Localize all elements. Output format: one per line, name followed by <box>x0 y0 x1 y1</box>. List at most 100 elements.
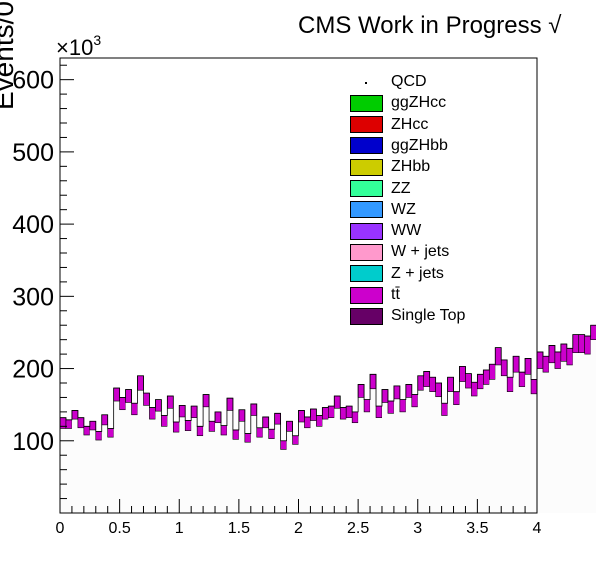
bar-qcd <box>465 388 472 513</box>
bar-qcd <box>250 415 257 513</box>
bar-ttbar <box>500 359 508 377</box>
legend-entry: Z + jets <box>350 264 444 284</box>
bar-ttbar <box>590 324 596 340</box>
bar-qcd <box>453 404 460 513</box>
y-tick-label: 500 <box>12 139 54 167</box>
legend-swatch <box>350 158 383 176</box>
bar-qcd <box>280 449 287 513</box>
bar-qcd <box>328 417 335 513</box>
legend-label: QCD <box>391 73 427 90</box>
bar-qcd <box>370 388 377 513</box>
bar-qcd <box>352 422 359 513</box>
legend-swatch <box>350 201 383 219</box>
bar-ttbar <box>465 373 472 389</box>
legend-swatch <box>350 137 383 155</box>
bar-ttbar <box>518 371 526 387</box>
bar-ttbar <box>71 410 79 420</box>
bar-qcd <box>77 427 84 513</box>
bar-ttbar <box>494 347 502 366</box>
legend-swatch <box>350 180 383 197</box>
legend-entry: ggZHcc <box>350 93 446 113</box>
bar-qcd <box>471 396 478 513</box>
bar-ttbar <box>483 369 490 385</box>
bar-ttbar <box>262 416 269 429</box>
bar-qcd <box>340 419 347 513</box>
bar-qcd <box>423 386 430 513</box>
bar-qcd <box>525 374 532 513</box>
bar-ttbar <box>113 387 120 402</box>
bar-qcd <box>405 397 412 513</box>
bar-ttbar <box>393 385 401 400</box>
legend-entry: tt̄ <box>350 285 400 305</box>
legend-label: tt̄ <box>391 286 400 303</box>
legend-entry: W + jets <box>350 242 449 262</box>
bar-ttbar <box>477 374 484 390</box>
bar-qcd <box>197 435 204 513</box>
bar-qcd <box>119 409 126 513</box>
bar-ttbar <box>566 348 574 366</box>
bar-ttbar <box>83 426 91 436</box>
bar-qcd <box>209 431 216 513</box>
bar-ttbar <box>214 411 222 424</box>
bar-qcd <box>513 372 520 513</box>
bar-qcd <box>376 417 382 513</box>
bar-ttbar <box>363 399 371 413</box>
bar-qcd <box>477 388 484 513</box>
bar-ttbar <box>268 428 275 439</box>
bar-qcd <box>435 396 442 513</box>
bar-qcd <box>244 442 251 513</box>
bar-qcd <box>256 437 263 513</box>
bar-qcd <box>572 352 579 513</box>
legend-label: WW <box>391 222 422 240</box>
bar-qcd <box>560 361 567 513</box>
legend-swatch <box>350 243 383 261</box>
bar-qcd <box>161 426 168 513</box>
bar-ttbar <box>405 384 413 398</box>
y-tick-label: 600 <box>12 67 54 95</box>
bar-ttbar <box>530 379 538 395</box>
bar-qcd <box>262 427 269 513</box>
legend-entry: ZHbb <box>350 157 430 177</box>
bar-ttbar <box>399 399 407 413</box>
bar-ttbar <box>250 403 258 416</box>
legend-swatch <box>350 307 383 325</box>
legend-entry: QCD <box>350 72 427 92</box>
bar-qcd <box>101 424 108 513</box>
bar-qcd <box>131 414 138 513</box>
bar-ttbar <box>572 334 580 353</box>
bar-qcd <box>274 424 281 513</box>
bar-qcd <box>226 410 233 513</box>
bar-ttbar <box>512 355 520 373</box>
bar-ttbar <box>178 405 186 418</box>
y-tick-label: 400 <box>12 211 54 239</box>
bar-qcd <box>65 428 72 513</box>
x-tick-label: 3 <box>413 520 422 537</box>
bar-qcd <box>495 364 502 513</box>
bar-ttbar <box>298 410 305 423</box>
legend-entry: ggZHbb <box>350 136 448 156</box>
bar-qcd <box>447 391 454 513</box>
legend-label: ZHcc <box>391 115 429 133</box>
bar-ttbar <box>244 433 252 443</box>
legend-label: WZ <box>391 200 416 218</box>
bar-qcd <box>531 393 537 513</box>
y-axis-ticks: 100 200 300 400 500 600 <box>12 64 74 514</box>
x-tick-label: 1.5 <box>228 520 250 537</box>
bar-ttbar <box>375 405 383 418</box>
bar-qcd <box>220 435 227 513</box>
bar-ttbar <box>256 427 264 438</box>
y-tick-label: 300 <box>12 283 54 311</box>
bar-ttbar <box>101 414 109 426</box>
bar-qcd <box>429 391 436 513</box>
bar-qcd <box>155 411 162 513</box>
bar-ttbar <box>190 405 198 418</box>
legend-entry: ZHcc <box>350 115 428 135</box>
bar-ttbar <box>280 440 287 450</box>
bar-ttbar <box>149 407 156 420</box>
bar-qcd <box>107 437 114 513</box>
bar-qcd <box>137 390 144 513</box>
legend-entry: WZ <box>350 200 416 220</box>
legend-swatch <box>350 265 383 283</box>
bar-ttbar <box>345 405 353 418</box>
legend-label: ZHbb <box>391 158 431 176</box>
